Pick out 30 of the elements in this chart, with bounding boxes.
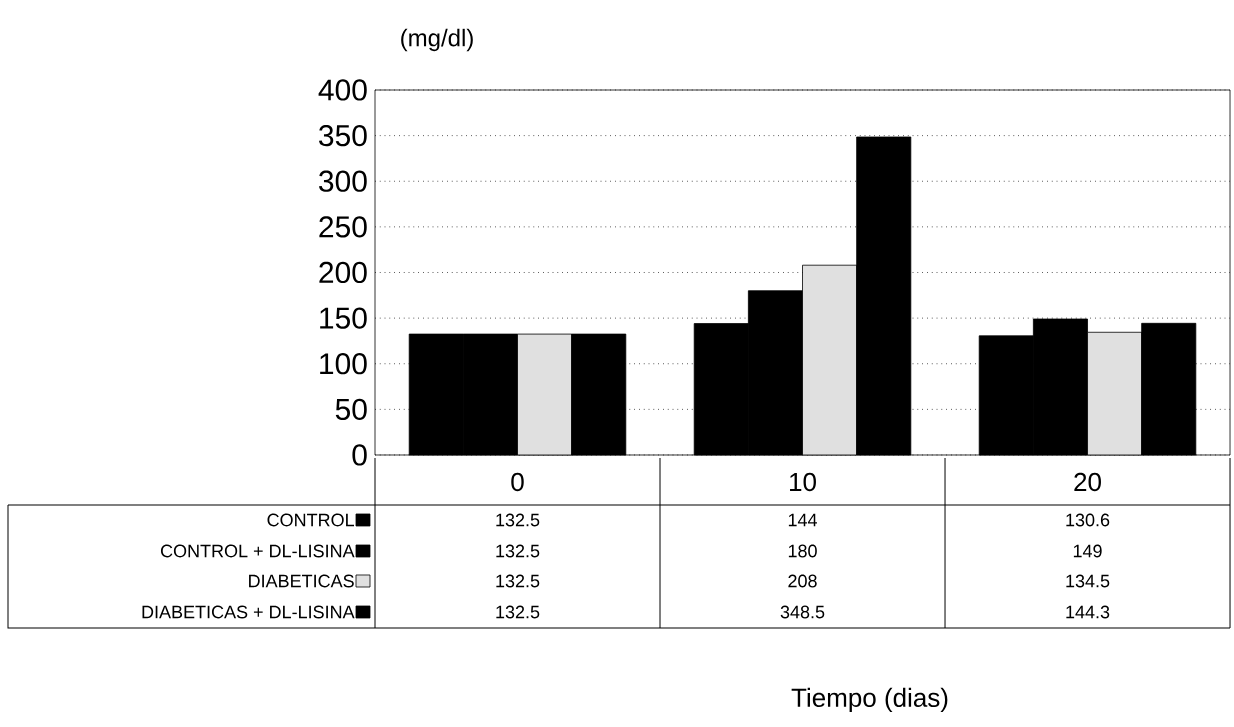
legend-label: CONTROL [267,513,355,527]
data-label: 130.6 [1066,513,1110,527]
y-tick-label: 150 [320,307,367,329]
y-tick-label: 350 [319,125,367,147]
y-tick-label: 200 [319,261,367,284]
y-tick-label: 250 [319,216,367,238]
y-tick-label: 400 [318,79,367,101]
y-tick-label: 50 [335,398,367,420]
data-label: 208 [788,574,817,588]
y-tick-label: 300 [319,170,367,192]
legend-label: DIABETICAS + DL-LISINA [142,605,355,619]
y-tick-label: 0 [352,444,367,466]
legend-label: CONTROL + DL-LISINA [160,544,355,558]
data-label: 132.5 [496,544,540,558]
data-label: 144 [788,513,817,527]
legend-label: DIABETICAS [249,574,354,588]
data-label: 149 [1073,544,1102,558]
data-label: 348.5 [780,605,825,619]
data-label: 132.5 [496,574,540,588]
data-label: 144.3 [1066,605,1110,619]
data-label: 132.5 [496,513,540,527]
x-tick-label: 0 [511,472,524,492]
data-label: 132.5 [496,605,540,619]
data-label: 134.5 [1066,574,1110,588]
data-label: 180 [788,544,817,558]
x-tick-label: 10 [790,472,816,492]
text: Tiempo (dias) [791,687,948,713]
y-axis-title: (mg/dl) [401,28,473,52]
x-tick-label: 20 [1074,472,1101,492]
y-tick-label: 100 [320,353,367,375]
